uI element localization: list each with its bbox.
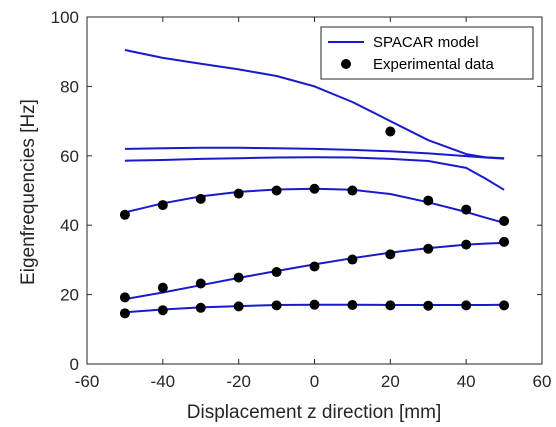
x-axis-label: Displacement z direction [mm]	[187, 402, 441, 423]
y-axis-label: Eigenfrequencies [Hz]	[18, 99, 39, 285]
y-tick-label: 80	[60, 77, 79, 96]
data-point	[499, 236, 510, 247]
data-point	[195, 278, 206, 289]
data-point	[423, 195, 434, 206]
data-point	[423, 300, 434, 311]
data-point	[195, 193, 206, 204]
model-line-0	[124, 49, 505, 160]
x-tick-label: 20	[381, 372, 400, 391]
data-point	[309, 183, 320, 194]
axes: -60 -40 -20 0 20 40 60 0 20 40 60 80 100	[51, 8, 552, 391]
data-point	[119, 292, 130, 303]
data-point	[461, 239, 472, 250]
plot-area	[119, 49, 510, 319]
data-point	[347, 254, 358, 265]
data-point	[461, 300, 472, 311]
data-point	[157, 282, 168, 293]
data-point	[271, 267, 282, 278]
data-point	[157, 200, 168, 211]
legend-label: SPACAR model	[373, 34, 479, 51]
x-tick-label: 40	[457, 372, 476, 391]
model-line-3	[124, 187, 505, 224]
data-point	[233, 188, 244, 199]
data-point	[309, 261, 320, 272]
data-point	[271, 300, 282, 311]
data-point	[119, 308, 130, 319]
model-line-2	[124, 156, 505, 191]
data-point	[499, 216, 510, 227]
y-tick-label: 20	[60, 286, 79, 305]
x-tick-label: -20	[226, 372, 251, 391]
data-point	[423, 243, 434, 254]
data-point	[385, 126, 396, 137]
x-tick-label: 60	[533, 372, 552, 391]
data-point	[271, 185, 282, 196]
x-tick-label: -60	[75, 372, 100, 391]
data-point	[347, 300, 358, 311]
x-tick-label: -40	[151, 372, 176, 391]
y-tick-label: 0	[70, 355, 79, 374]
y-tick-label: 60	[60, 147, 79, 166]
data-point	[195, 302, 206, 313]
model-line-1	[124, 146, 505, 160]
data-point	[157, 305, 168, 316]
data-point	[499, 300, 510, 311]
y-tick-label: 100	[51, 8, 79, 27]
data-point	[347, 185, 358, 196]
data-point	[119, 209, 130, 220]
data-point	[385, 249, 396, 260]
y-tick-label: 40	[60, 216, 79, 235]
data-point	[233, 272, 244, 283]
legend-box	[320, 26, 534, 80]
x-tick-label: 0	[310, 372, 319, 391]
legend: SPACAR model Experimental data	[320, 26, 534, 80]
legend-marker-swatch	[341, 59, 351, 69]
data-point	[309, 299, 320, 310]
data-point	[461, 204, 472, 215]
legend-label: Experimental data	[373, 56, 495, 73]
data-point	[233, 301, 244, 312]
data-point	[385, 300, 396, 311]
